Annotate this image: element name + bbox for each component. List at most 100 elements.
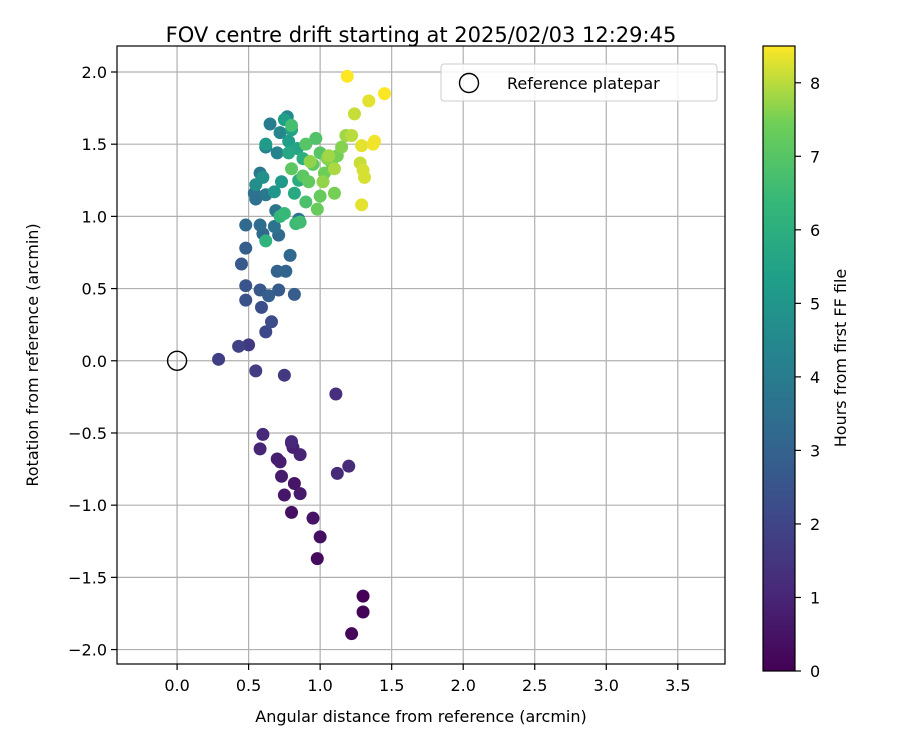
legend-marker bbox=[458, 72, 480, 94]
data-point bbox=[309, 131, 323, 145]
data-point bbox=[232, 339, 246, 353]
data-point bbox=[357, 170, 371, 184]
data-point bbox=[282, 146, 296, 160]
data-point bbox=[310, 202, 324, 216]
data-point bbox=[273, 126, 287, 140]
colorbar-tick-label: 8 bbox=[810, 74, 820, 93]
data-point bbox=[273, 455, 287, 469]
legend: Reference platepar bbox=[440, 63, 718, 102]
data-point bbox=[282, 134, 296, 148]
data-point bbox=[256, 170, 270, 184]
data-point bbox=[277, 206, 291, 220]
data-point bbox=[275, 175, 289, 189]
data-point bbox=[275, 469, 289, 483]
data-point bbox=[263, 117, 277, 131]
data-point bbox=[293, 448, 307, 462]
data-point bbox=[378, 87, 392, 101]
x-tick-label: 1.5 bbox=[379, 676, 404, 695]
data-point bbox=[285, 118, 299, 132]
data-point bbox=[327, 186, 341, 200]
colorbar-tick-label: 6 bbox=[810, 221, 820, 240]
data-point bbox=[313, 189, 327, 203]
x-axis-label: Angular distance from reference (arcmin) bbox=[255, 707, 586, 726]
data-point bbox=[277, 368, 291, 382]
colorbar-gradient bbox=[762, 45, 796, 672]
colorbar-tick-label: 7 bbox=[810, 147, 820, 166]
data-point bbox=[368, 134, 382, 148]
data-point bbox=[287, 186, 301, 200]
data-point bbox=[267, 185, 281, 199]
colorbar-label: Hours from first FF file bbox=[831, 269, 850, 448]
data-point bbox=[302, 175, 316, 189]
data-point bbox=[253, 218, 267, 232]
data-point bbox=[293, 487, 307, 501]
reference-platepar-marker bbox=[166, 350, 188, 371]
y-tick-label: −2.0 bbox=[68, 641, 107, 660]
data-point bbox=[239, 218, 253, 232]
colorbar-tick-label: 1 bbox=[810, 588, 820, 607]
colorbar-ticks: 0 1 2 3 4 5 6 7 8 bbox=[795, 74, 820, 681]
data-point bbox=[345, 627, 359, 641]
data-point bbox=[303, 155, 317, 169]
legend-entry: Reference platepar bbox=[507, 74, 660, 93]
data-point bbox=[249, 364, 263, 378]
colorbar: 0 1 2 3 4 5 6 7 8 Hours from first FF file bbox=[762, 45, 850, 681]
data-point bbox=[345, 129, 359, 143]
data-point bbox=[259, 137, 273, 151]
data-point bbox=[355, 139, 369, 153]
x-tick-label: 1.0 bbox=[307, 676, 332, 695]
colorbar-tick-label: 0 bbox=[810, 662, 820, 681]
colorbar-tick-label: 2 bbox=[810, 515, 820, 534]
x-tick-label: 0.5 bbox=[236, 676, 261, 695]
data-point bbox=[342, 459, 356, 473]
y-axis-ticks: 2.0 1.5 1.0 0.5 0.0 −0.5 −1.0 −1.5 −2.0 bbox=[68, 63, 117, 660]
data-point bbox=[265, 315, 279, 329]
y-axis-label: Rotation from reference (arcmin) bbox=[23, 223, 42, 486]
data-point bbox=[256, 427, 270, 441]
data-point bbox=[306, 511, 320, 525]
y-tick-label: 1.0 bbox=[82, 207, 107, 226]
grid bbox=[117, 46, 725, 664]
data-point bbox=[299, 195, 313, 209]
y-tick-label: −0.5 bbox=[68, 424, 107, 443]
colorbar-tick-label: 5 bbox=[810, 294, 820, 313]
data-point bbox=[254, 300, 268, 314]
data-point bbox=[313, 530, 327, 544]
x-tick-label: 0.0 bbox=[164, 676, 189, 695]
data-point bbox=[322, 149, 336, 163]
data-point bbox=[356, 605, 370, 619]
y-tick-label: 0.5 bbox=[82, 280, 107, 299]
data-point bbox=[327, 162, 341, 176]
data-point bbox=[212, 352, 226, 366]
data-point bbox=[316, 175, 330, 189]
data-point bbox=[253, 442, 267, 456]
x-tick-label: 2.0 bbox=[450, 676, 475, 695]
data-point bbox=[329, 387, 343, 401]
data-point bbox=[277, 488, 291, 502]
data-point bbox=[270, 146, 284, 160]
data-point bbox=[239, 241, 253, 255]
data-point bbox=[262, 289, 276, 303]
data-point bbox=[242, 338, 256, 352]
y-tick-label: 2.0 bbox=[82, 63, 107, 82]
data-point bbox=[285, 162, 299, 176]
data-point bbox=[287, 477, 301, 491]
data-point bbox=[299, 137, 313, 151]
data-point bbox=[362, 94, 376, 108]
y-tick-label: −1.5 bbox=[68, 568, 107, 587]
data-point bbox=[355, 198, 369, 212]
x-tick-label: 3.5 bbox=[665, 676, 690, 695]
y-tick-label: 1.5 bbox=[82, 135, 107, 154]
data-point bbox=[293, 215, 307, 229]
data-point bbox=[259, 325, 273, 339]
data-point bbox=[272, 283, 286, 297]
x-tick-label: 3.0 bbox=[594, 676, 619, 695]
data-point bbox=[234, 257, 248, 271]
data-point bbox=[267, 219, 281, 233]
data-point bbox=[330, 466, 344, 480]
y-tick-label: −1.0 bbox=[68, 496, 107, 515]
x-axis-ticks: 0.0 0.5 1.0 1.5 2.0 2.5 3.0 3.5 bbox=[164, 664, 691, 695]
data-point bbox=[356, 589, 370, 603]
data-point bbox=[340, 69, 354, 83]
